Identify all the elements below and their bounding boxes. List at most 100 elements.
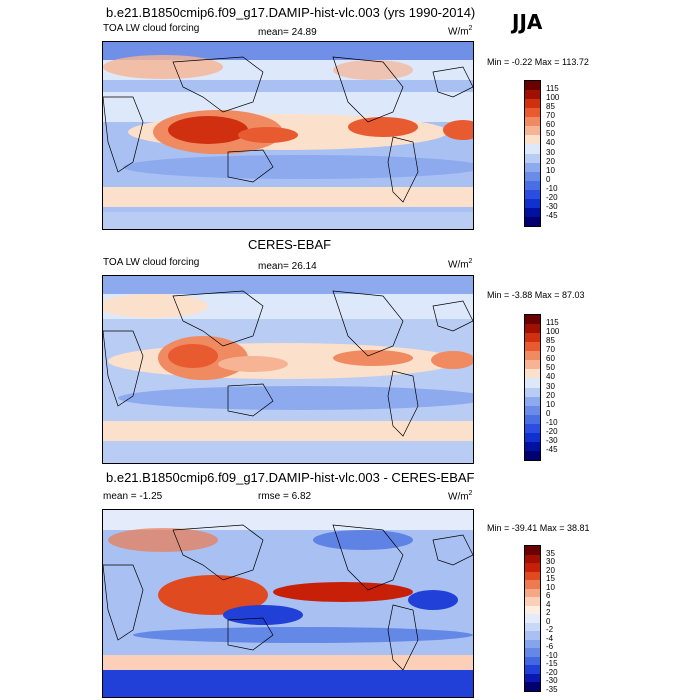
- panel2-namerica-outline: [332, 290, 404, 357]
- panel2-asia-outline: [172, 290, 264, 347]
- panel3-colorbar-swatch: [525, 597, 540, 606]
- panel3-namerica-outline: [332, 524, 404, 591]
- panel3-samerica-outline: [387, 604, 419, 671]
- panel1-map: [102, 41, 474, 230]
- panel2-central-america: [333, 350, 413, 366]
- panel1-colorbar-label: 60: [546, 120, 555, 130]
- panel1-colorbar-label: 115: [546, 84, 559, 94]
- panel2-southern-ocean-band: [103, 421, 473, 441]
- panel2-warm-pool-core: [168, 344, 218, 368]
- panel3-left-label: mean = -1.25: [103, 491, 163, 502]
- panel2-colorbar: [524, 314, 541, 461]
- panel3-south-subtropic: [133, 627, 473, 643]
- panel2-colorbar-swatch: [525, 450, 540, 460]
- panel1-colorbar-swatch: [525, 90, 540, 100]
- panel3-siberia-warm: [108, 528, 218, 552]
- panel2-map: [102, 275, 474, 464]
- panel1-africa-outline: [103, 96, 144, 173]
- panel1-colorbar-swatch: [525, 108, 540, 118]
- panel2-australia-outline: [227, 383, 274, 417]
- panel1-colorbar-swatch: [525, 126, 540, 136]
- panel1-colorbar: [524, 80, 541, 227]
- panel1-colorbar-swatch: [525, 81, 540, 91]
- panel1-colorbar-swatch: [525, 144, 540, 154]
- panel2-colorbar-label: 115: [546, 318, 559, 328]
- panel3-colorbar-label: -35: [546, 685, 558, 694]
- panel1-central-america: [348, 117, 418, 137]
- panel3-right-label: rmse = 6.82: [258, 491, 312, 502]
- panel1-warm-pool-core: [168, 116, 248, 144]
- panel2-colorbar-swatch: [525, 351, 540, 361]
- panel1-colorbar-swatch: [525, 180, 540, 190]
- panel1-mean-label: mean= 24.89: [258, 27, 317, 38]
- panel3-colorbar-swatch: [525, 682, 540, 691]
- panel3-npacific-cool: [313, 530, 413, 550]
- panel1-colorbar-label: 30: [546, 147, 555, 157]
- panel2-colorbar-label: -30: [546, 435, 558, 445]
- panel2-colorbar-swatch: [525, 432, 540, 442]
- panel1-colorbar-label: 20: [546, 156, 555, 166]
- panel1-siberia-warm: [103, 55, 223, 79]
- panel2-south-subtropic: [118, 386, 473, 410]
- panel1-colorbar-swatch: [525, 207, 540, 217]
- panel2-colorbar-label: 10: [546, 399, 555, 409]
- panel2-africa-itcz: [431, 351, 473, 369]
- panel3-europe-outline: [432, 534, 473, 566]
- panel2-minmax: Min = -3.88 Max = 87.03: [487, 290, 585, 300]
- panel1-south-subtropic: [123, 155, 473, 179]
- panel3-colorbar-swatch: [525, 656, 540, 666]
- panel2-colorbar-swatch: [525, 342, 540, 352]
- panel3-arctic-band: [103, 510, 473, 530]
- panel2-africa-outline: [103, 330, 144, 407]
- panel3-colorbar-label: 10: [546, 582, 555, 592]
- panel3-colorbar-swatch: [525, 580, 540, 589]
- panel3-atlantic-cool: [408, 590, 458, 610]
- panel1-colorbar-swatch: [525, 216, 540, 226]
- panel3-colorbar-label: -2: [546, 625, 554, 635]
- panel2-itcz-west: [218, 356, 288, 372]
- panel2-colorbar-swatch: [525, 378, 540, 388]
- panel1-colorbar-swatch: [525, 162, 540, 172]
- panel1-colorbar-swatch: [525, 153, 540, 163]
- panel3-colorbar-label: -4: [546, 633, 554, 643]
- panel3-colorbar-label: 2: [546, 608, 551, 618]
- panel2-colorbar-swatch: [525, 387, 540, 397]
- panel3-colorbar-label: 20: [546, 565, 555, 575]
- panel2-colorbar-label: 60: [546, 354, 555, 364]
- panel3-colorbar-label: 35: [546, 548, 555, 558]
- panel3-pacific-itcz: [273, 582, 413, 602]
- panel1-colorbar-swatch: [525, 189, 540, 199]
- panel2-samerica-outline: [387, 370, 419, 437]
- panel3-colorbar-label: 0: [546, 616, 551, 626]
- panel3-colorbar-label: -20: [546, 667, 558, 677]
- panel1-africa-itcz: [443, 120, 473, 140]
- panel3-colorbar-swatch: [525, 605, 540, 615]
- panel3-units: W/m2: [448, 490, 473, 503]
- panel3-antarctic-band: [103, 670, 473, 697]
- panel2-colorbar-label: 70: [546, 345, 555, 355]
- panel3-colorbar-label: 15: [546, 574, 555, 584]
- panel3-colorbar-label: 30: [546, 557, 555, 567]
- panel3-asia-outline: [172, 524, 264, 581]
- panel1-southern-ocean-band: [103, 187, 473, 207]
- panel2-colorbar-label: 50: [546, 363, 555, 373]
- panel3-colorbar-label: 6: [546, 591, 551, 601]
- panel3-indian-cool: [223, 605, 303, 625]
- panel3-colorbar-swatch: [525, 639, 540, 649]
- panel1-colorbar-label: 85: [546, 102, 555, 112]
- panel2-colorbar-swatch: [525, 333, 540, 343]
- panel1-colorbar-label: 40: [546, 138, 555, 148]
- panel1-colorbar-label: 10: [546, 165, 555, 175]
- panel1-colorbar-label: 100: [546, 93, 560, 103]
- panel2-colorbar-swatch: [525, 441, 540, 451]
- panel2-colorbar-swatch: [525, 324, 540, 334]
- panel2-colorbar-label: 20: [546, 390, 555, 400]
- panel3-colorbar-swatch: [525, 588, 540, 598]
- panel3-colorbar-swatch: [525, 614, 540, 623]
- panel3-colorbar-label: -15: [546, 659, 558, 669]
- panel3-colorbar-swatch: [525, 554, 540, 564]
- panel1-australia-outline: [227, 149, 274, 183]
- panel3-colorbar-swatch: [525, 631, 540, 640]
- panel1-antarctic-band: [103, 212, 473, 229]
- panel3-colorbar-swatch: [525, 673, 540, 683]
